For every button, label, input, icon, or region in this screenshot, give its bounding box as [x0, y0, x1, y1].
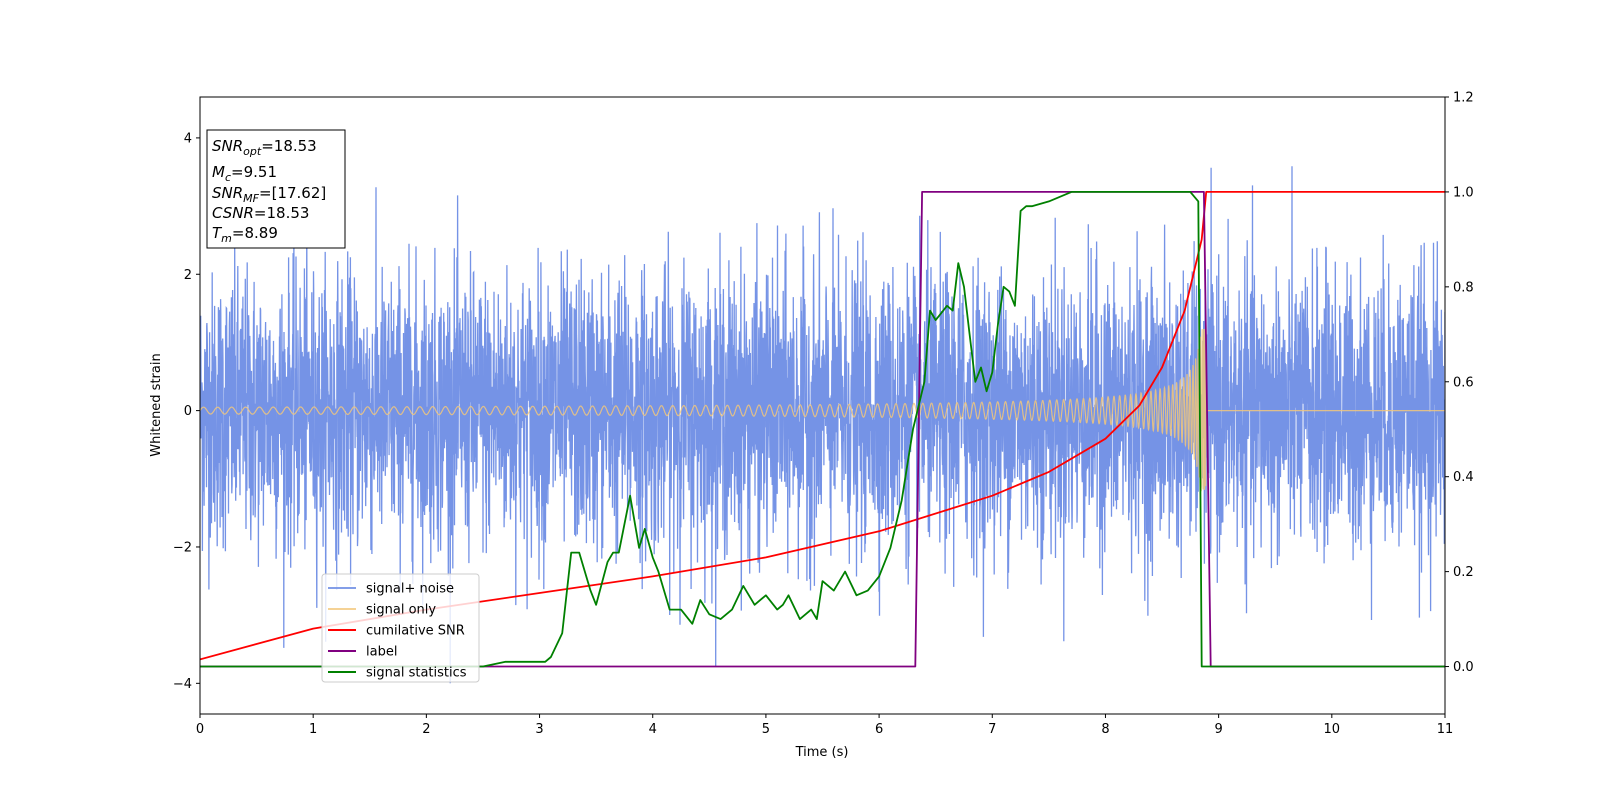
series-line-signal-only: [200, 328, 1445, 492]
info-mc: Mc=9.51: [212, 163, 277, 184]
y2-tick-label: 1.2: [1453, 91, 1474, 106]
legend-label-signal-only: signal only: [366, 603, 436, 618]
x-tick-label: 10: [1324, 722, 1341, 737]
x-tick-label: 8: [1101, 722, 1109, 737]
y-tick-label: 0: [184, 404, 192, 419]
y-tick-label: 4: [184, 131, 192, 146]
x-tick-label: 1: [309, 722, 317, 737]
series-line-cumilative-snr: [200, 191, 1445, 661]
x-tick-label: 7: [988, 722, 996, 737]
legend-label-signal-statistics: signal statistics: [366, 666, 467, 681]
series-line-signal-statistics: [200, 191, 1445, 668]
y-tick-label: 2: [184, 268, 192, 283]
info-tm: Tm=8.89: [212, 224, 278, 245]
x-tick-label: 5: [762, 722, 770, 737]
info-snr-mf: SNRMF=[17.62]: [212, 184, 326, 205]
series-line-signal-noise: [200, 166, 1445, 684]
plot-frame: [199, 96, 1446, 715]
x-tick-label: 3: [535, 722, 543, 737]
info-box: SNRopt=18.53 Mc=9.51 SNRMF=[17.62] CSNR=…: [206, 129, 346, 249]
legend: signal+ noise signal only cumilative SNR la…: [321, 573, 480, 683]
axes-ticks: 0 1 2 3 4 5 6 7 8 9 10 11 −4 −2 0 2 4 0.0 0.2 0.4 0.6 0.8 1.0 1…: [173, 91, 1474, 738]
legend-frame: [321, 573, 480, 683]
info-box-frame: [206, 129, 346, 249]
legend-label-cumilative-snr: cumilative SNR: [366, 624, 465, 639]
y2-tick-label: 1.0: [1453, 185, 1474, 200]
x-tick-label: 2: [422, 722, 430, 737]
legend-label-label: label: [366, 645, 397, 660]
x-tick-label: 0: [196, 722, 204, 737]
legend-label-signal-noise: signal+ noise: [366, 582, 454, 597]
y2-tick-label: 0.4: [1453, 470, 1474, 485]
x-tick-label: 4: [649, 722, 657, 737]
x-axis-label: Time (s): [795, 745, 849, 760]
x-tick-label: 9: [1214, 722, 1222, 737]
info-csnr: CSNR=18.53: [212, 204, 309, 222]
info-snr-opt: SNRopt=18.53: [212, 137, 317, 158]
y2-tick-label: 0.0: [1453, 660, 1474, 675]
y2-tick-label: 0.6: [1453, 375, 1474, 390]
x-tick-label: 11: [1437, 722, 1454, 737]
y2-tick-label: 0.8: [1453, 280, 1474, 295]
plot-area: [200, 166, 1445, 684]
y-tick-label: −4: [173, 677, 192, 692]
y2-tick-label: 0.2: [1453, 565, 1474, 580]
y-axis-label: Whitened strain: [149, 353, 164, 456]
y-tick-label: −2: [173, 540, 192, 555]
x-tick-label: 6: [875, 722, 883, 737]
